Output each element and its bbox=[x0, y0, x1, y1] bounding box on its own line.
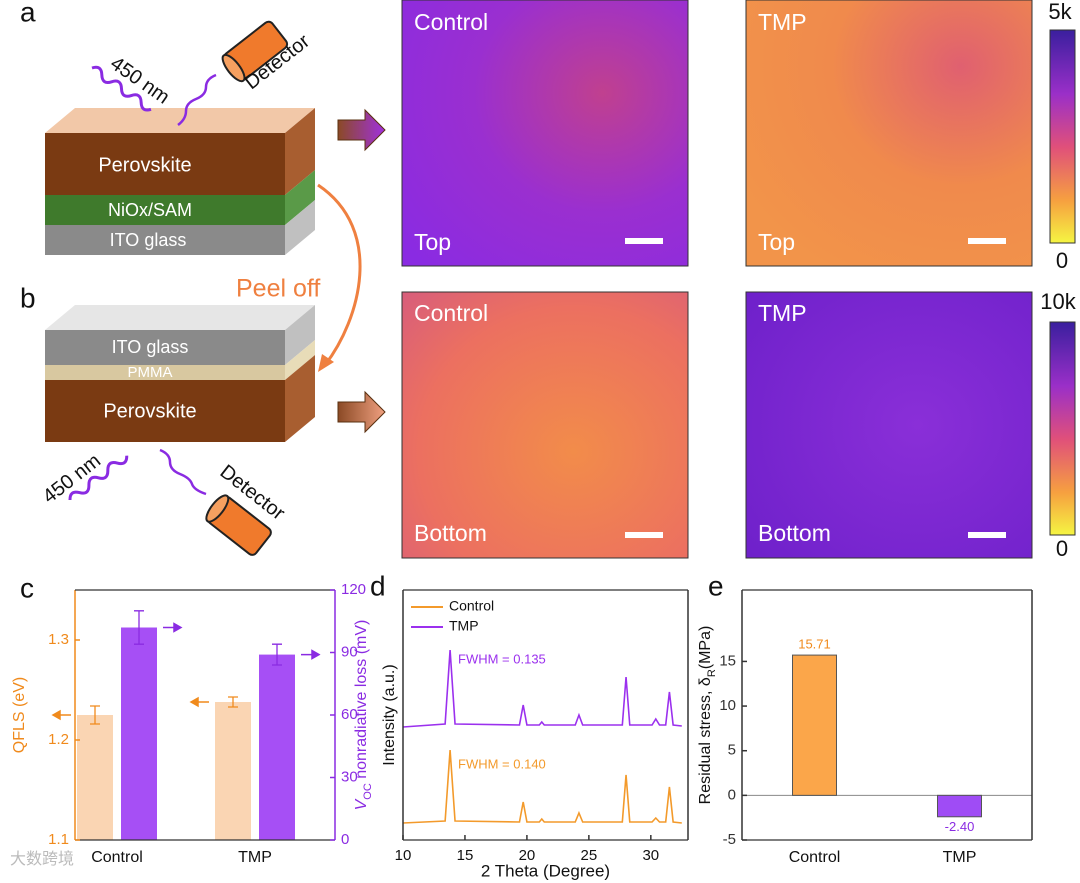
legend-label: Control bbox=[449, 598, 494, 614]
y-tick-label: 60 bbox=[341, 706, 358, 723]
peel-label: Peel off bbox=[236, 275, 320, 303]
map-label: Control bbox=[414, 300, 488, 326]
x-tick-label: TMP bbox=[943, 849, 977, 866]
layer-label: Perovskite bbox=[103, 400, 196, 422]
map-label: Control bbox=[414, 9, 488, 35]
value-label: -2.40 bbox=[945, 819, 975, 834]
y-tick-label: 30 bbox=[341, 768, 358, 785]
annotation: FWHM = 0.140 bbox=[458, 756, 546, 771]
panel-label: c bbox=[20, 572, 34, 603]
arrow-head bbox=[318, 354, 334, 372]
axis-label-part: R bbox=[706, 669, 718, 677]
indicator-arrow bbox=[51, 709, 71, 721]
device-bottom bbox=[45, 305, 315, 556]
layer-label: NiOx/SAM bbox=[108, 200, 192, 220]
xrd-line bbox=[402, 649, 682, 728]
axis-label-part: (MPa) bbox=[697, 626, 714, 670]
panel-label: d bbox=[370, 570, 386, 601]
light-label: 450 nm bbox=[39, 450, 105, 508]
x-tick-label: 10 bbox=[395, 847, 412, 864]
error-bar bbox=[134, 610, 144, 645]
map-label: Bottom bbox=[414, 520, 487, 546]
watermark: 大数跨境 bbox=[10, 849, 74, 868]
map-label: Bottom bbox=[758, 520, 831, 546]
error-bar bbox=[228, 696, 238, 708]
annotation: FWHM = 0.135 bbox=[458, 651, 546, 666]
layer-label: ITO glass bbox=[110, 230, 187, 250]
flow-arrow bbox=[337, 390, 386, 434]
y-tick-label: 1.1 bbox=[48, 831, 69, 848]
x-tick-label: 20 bbox=[519, 847, 536, 864]
y-tick-label: 1.3 bbox=[48, 631, 69, 648]
bar bbox=[937, 794, 982, 818]
colorbar bbox=[1049, 321, 1076, 536]
error-bar bbox=[90, 705, 100, 725]
bar bbox=[121, 627, 157, 840]
y-axis-label: QFLS (eV) bbox=[11, 677, 28, 753]
error-bar bbox=[272, 643, 282, 666]
indicator-arrow bbox=[189, 696, 209, 708]
colorbar-max: 5k bbox=[1048, 0, 1072, 24]
map-label: TMP bbox=[758, 9, 807, 35]
panel-label: a bbox=[20, 0, 36, 27]
layer-label: Perovskite bbox=[98, 154, 191, 176]
y-tick-label: 90 bbox=[341, 643, 358, 660]
pl-map bbox=[745, 0, 1033, 267]
indicator-arrow bbox=[163, 622, 183, 633]
y-axis-label: Intensity (a.u.) bbox=[381, 664, 398, 765]
y-tick-label: 15 bbox=[719, 652, 736, 669]
scale-bar bbox=[625, 532, 663, 538]
x-tick-label: Control bbox=[91, 849, 143, 866]
scale-bar bbox=[968, 238, 1006, 244]
colorbar bbox=[1049, 29, 1076, 244]
scale-bar bbox=[968, 532, 1006, 538]
bar bbox=[792, 654, 837, 796]
y-tick-label: 0 bbox=[341, 831, 349, 848]
map-label: Top bbox=[414, 229, 451, 255]
pl-map bbox=[745, 291, 1033, 559]
x-tick-label: 30 bbox=[642, 847, 659, 864]
bar bbox=[77, 715, 113, 840]
y-axis-label: Residual stress, δR(MPa) bbox=[697, 626, 718, 805]
y2-axis-label: VOC nonradiative loss (mV) bbox=[353, 620, 374, 811]
x-axis-label: 2 Theta (Degree) bbox=[481, 861, 610, 880]
y-tick-label: -5 bbox=[723, 831, 736, 848]
value-label: 15.71 bbox=[798, 637, 831, 652]
y-tick-label: 0 bbox=[728, 786, 736, 803]
axis-label-part: nonradiative loss (mV) bbox=[353, 620, 370, 784]
bar bbox=[259, 654, 295, 840]
pl-map bbox=[401, 0, 689, 267]
y-tick-label: 5 bbox=[728, 742, 736, 759]
colorbar-min: 0 bbox=[1056, 536, 1068, 561]
device-top bbox=[45, 20, 315, 255]
scale-bar bbox=[625, 238, 663, 244]
y-tick-label: 10 bbox=[719, 697, 736, 714]
flow-arrow bbox=[337, 108, 386, 152]
xrd-line bbox=[402, 749, 682, 824]
y-tick-label: 1.2 bbox=[48, 731, 69, 748]
legend-label: TMP bbox=[449, 618, 479, 634]
axis-label-part: V bbox=[353, 798, 370, 810]
map-label: TMP bbox=[758, 300, 807, 326]
pl-map bbox=[401, 291, 689, 559]
layer-label: PMMA bbox=[128, 364, 173, 381]
layer-label: ITO glass bbox=[112, 337, 189, 357]
panel-label: e bbox=[708, 570, 724, 601]
map-label: Top bbox=[758, 229, 795, 255]
peel-arrow bbox=[317, 183, 362, 366]
x-tick-label: 25 bbox=[581, 847, 598, 864]
panel-label: b bbox=[20, 282, 36, 313]
x-tick-label: 15 bbox=[457, 847, 474, 864]
colorbar-max: 10k bbox=[1040, 289, 1076, 314]
x-tick-label: TMP bbox=[238, 849, 272, 866]
axis-label-part: Residual stress, δ bbox=[697, 677, 714, 804]
indicator-arrow bbox=[301, 649, 321, 660]
y-tick-label: 120 bbox=[341, 581, 366, 598]
bar bbox=[215, 702, 251, 840]
axis-label-part: OC bbox=[362, 783, 374, 800]
colorbar-min: 0 bbox=[1056, 248, 1068, 273]
x-tick-label: Control bbox=[789, 849, 841, 866]
